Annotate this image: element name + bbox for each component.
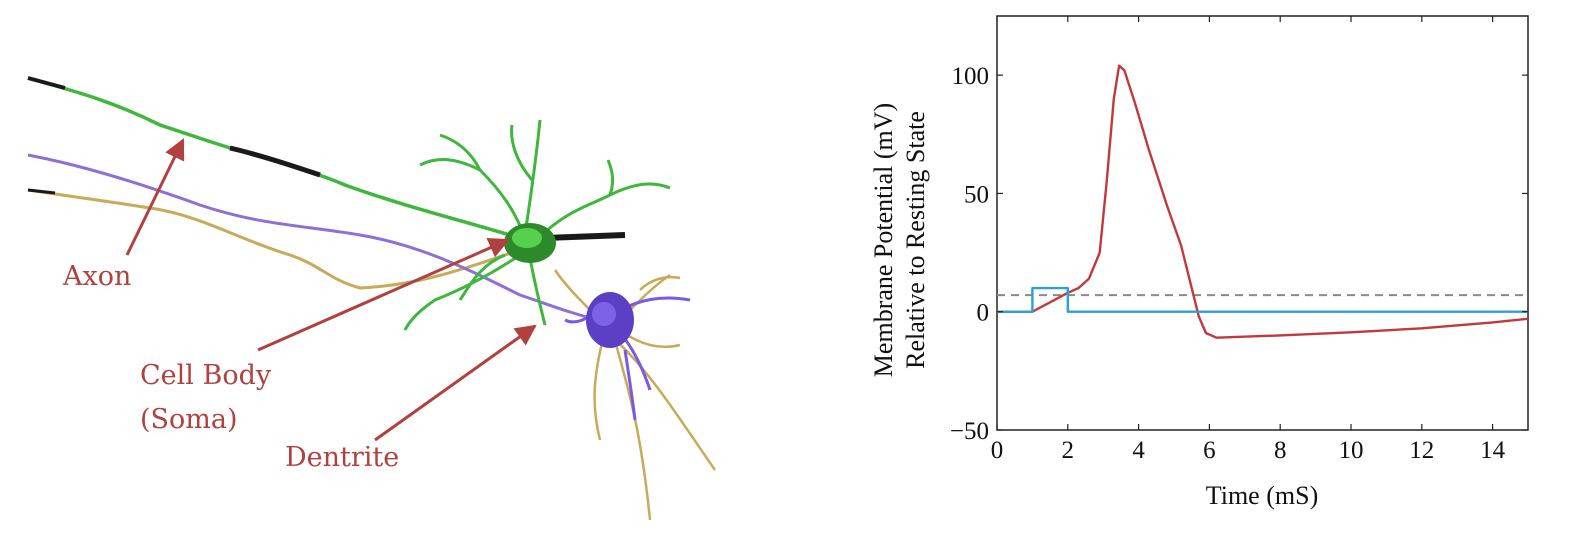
- x-tick-label: 2: [1062, 437, 1075, 464]
- axon-label: Axon: [62, 261, 131, 292]
- soma-label: (Soma): [140, 404, 238, 435]
- y-axis-label-line1: Membrane Potential (mV): [869, 103, 898, 377]
- y-axis-label-line2: Relative to Resting State: [901, 111, 930, 369]
- stimulus-line: [997, 286, 1528, 313]
- x-tick-label: 14: [1480, 437, 1506, 464]
- x-ticks: 0 2 4 6 8 10 12 14: [991, 16, 1506, 464]
- dendrite-arrow: [374, 324, 537, 442]
- cell-body-arrow: [257, 238, 510, 352]
- axon-purple: [27, 153, 601, 322]
- x-tick-label: 4: [1132, 437, 1145, 464]
- x-tick-label: 8: [1274, 437, 1287, 464]
- x-tick-label: 12: [1409, 437, 1434, 464]
- neuron-illustration: Axon Cell Body (Soma) Dentrite: [27, 76, 717, 521]
- y-tick-label: 0: [977, 300, 990, 327]
- x-tick-label: 6: [1203, 437, 1216, 464]
- y-ticks: −50 0 50 100: [950, 63, 1528, 445]
- axon-arrow: [125, 138, 185, 256]
- dendrite-label: Dentrite: [285, 442, 399, 473]
- series-layer: [997, 64, 1529, 339]
- cell-body-label: Cell Body: [140, 360, 272, 391]
- x-axis-label: Time (mS): [1206, 481, 1318, 510]
- plot-area: [996, 15, 1529, 431]
- plot-border: [996, 15, 1529, 431]
- x-tick-label: 10: [1339, 437, 1364, 464]
- tan-dendrites: [553, 269, 717, 521]
- x-tick-label: 0: [991, 437, 1004, 464]
- membrane-potential-line: [997, 64, 1529, 339]
- y-tick-label: 50: [964, 181, 989, 208]
- y-tick-label: −50: [950, 418, 989, 445]
- y-tick-label: 100: [952, 63, 990, 90]
